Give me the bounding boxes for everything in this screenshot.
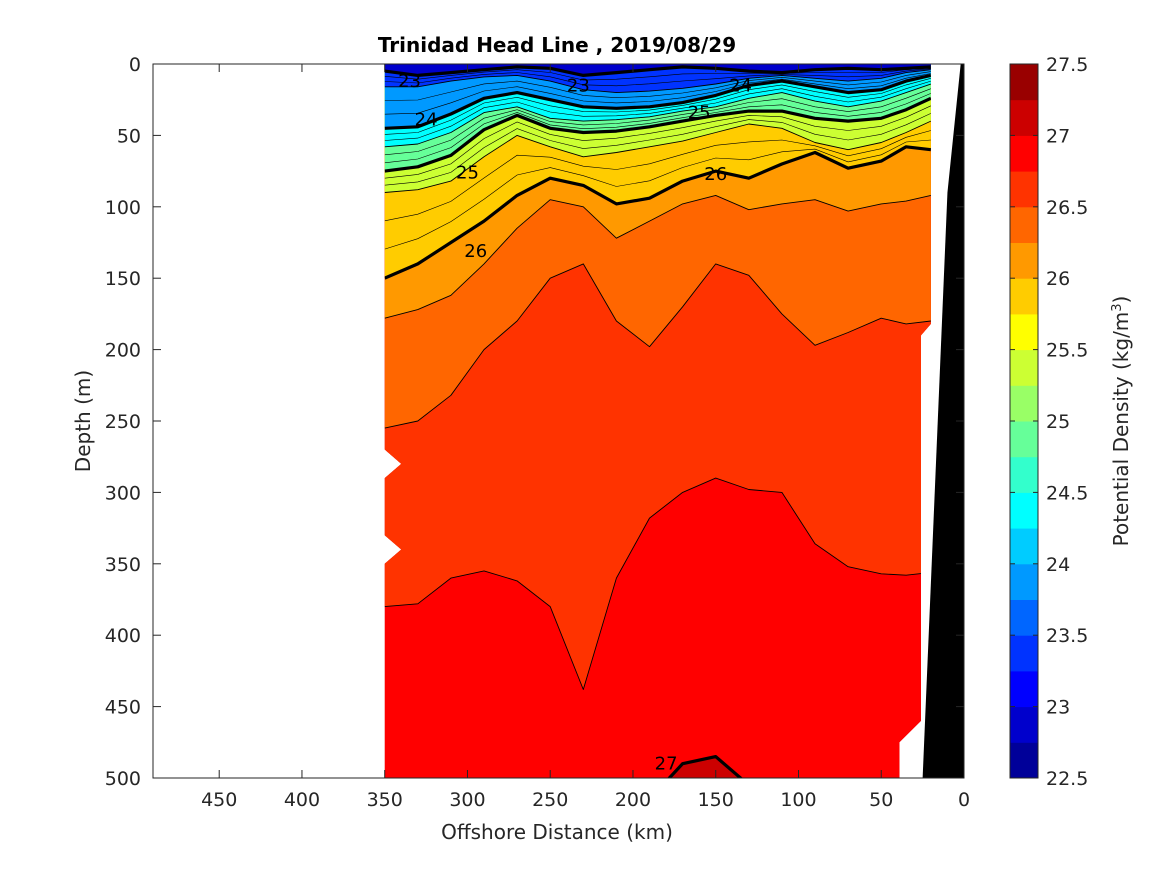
contour-label: 25 bbox=[688, 103, 711, 124]
contour-line-minor bbox=[384, 88, 931, 156]
contour-line-minor bbox=[384, 105, 931, 179]
bathymetry bbox=[922, 64, 964, 778]
contour-line-26 bbox=[384, 145, 931, 280]
density-band-23 bbox=[384, 64, 931, 76]
x-tick-label: 300 bbox=[449, 789, 485, 811]
contour-label: 26 bbox=[704, 164, 727, 185]
contour-line-minor bbox=[384, 71, 931, 101]
y-tick-label: 300 bbox=[105, 482, 141, 504]
y-tick-label: 500 bbox=[105, 768, 141, 790]
colorbar-tick-label: 27 bbox=[1046, 125, 1070, 147]
contour-line-minor bbox=[384, 73, 931, 115]
colorbar-tick-label: 23.5 bbox=[1046, 625, 1088, 647]
x-axis: 450 400 350 300 250 200 150 100 50 0 bbox=[201, 64, 970, 811]
colorbar-swatch bbox=[1010, 421, 1038, 458]
y-axis: 0 50 100 150 200 250 300 350 400 450 500 bbox=[105, 54, 964, 790]
colorbar-swatch bbox=[1010, 278, 1038, 315]
x-tick-label: 0 bbox=[958, 789, 970, 811]
y-tick-label: 0 bbox=[129, 54, 141, 76]
contour-line-minor bbox=[384, 80, 931, 141]
contour-line-26.75 bbox=[384, 477, 931, 690]
contour-line-23.5 bbox=[384, 69, 931, 94]
colorbar-swatch bbox=[1010, 135, 1038, 172]
x-axis-label: Offshore Distance (km) bbox=[441, 820, 673, 844]
colorbar-tick-label: 23 bbox=[1046, 697, 1070, 719]
colorbar-tick-label: 22.5 bbox=[1046, 768, 1088, 790]
contour-line-25 bbox=[384, 96, 931, 173]
contour-line-23 bbox=[384, 65, 931, 77]
y-tick-label: 100 bbox=[105, 197, 141, 219]
colorbar-tick-label: 25 bbox=[1046, 411, 1070, 433]
contour-line-minor bbox=[384, 78, 931, 135]
x-tick-label: 450 bbox=[201, 789, 237, 811]
contour-line-26.25 bbox=[384, 194, 931, 319]
y-tick-label: 150 bbox=[105, 268, 141, 290]
colorbar-swatch bbox=[1010, 563, 1038, 600]
contour-line-24.5 bbox=[384, 83, 931, 148]
colorbar-swatch bbox=[1010, 456, 1038, 493]
colorbar-swatch bbox=[1010, 313, 1038, 351]
colorbar-label: Potential Density (kg/m3) bbox=[1109, 296, 1133, 547]
colorbar-swatch bbox=[1010, 171, 1038, 208]
contour-line-26.5 bbox=[384, 263, 931, 429]
plot-area: 23 23 24 24 25 25 26 26 27 bbox=[152, 63, 965, 779]
contour-label: 27 bbox=[655, 754, 678, 775]
colorbar-swatch bbox=[1010, 385, 1038, 422]
y-tick-label: 200 bbox=[105, 340, 141, 362]
contour-line-minor bbox=[384, 67, 931, 81]
colorbar: 22.5 23 23.5 24 24.5 25 25.5 26 26.5 27 27.5 bbox=[1009, 54, 1088, 790]
contour-line-minor bbox=[384, 130, 931, 222]
contour-label: 25 bbox=[456, 163, 479, 184]
contour-line-minor bbox=[384, 93, 931, 164]
colorbar-label-end: ) bbox=[1109, 296, 1133, 304]
colorbar-swatch bbox=[1010, 242, 1038, 279]
y-tick-label: 250 bbox=[105, 411, 141, 433]
contour-label: 24 bbox=[729, 75, 752, 96]
contour-line-25.5 bbox=[384, 120, 931, 193]
colorbar-swatch bbox=[1010, 599, 1038, 636]
y-tick-label: 400 bbox=[105, 625, 141, 647]
density-field: 23 23 24 24 25 25 26 26 27 bbox=[384, 64, 931, 778]
x-tick-label: 400 bbox=[284, 789, 320, 811]
x-tick-label: 200 bbox=[615, 789, 651, 811]
x-tick-label: 250 bbox=[532, 789, 568, 811]
chart-title: Trinidad Head Line , 2019/08/29 bbox=[378, 33, 736, 57]
colorbar-tick-label: 27.5 bbox=[1046, 54, 1088, 76]
colorbar-tick-label: 25.5 bbox=[1046, 340, 1088, 362]
colorbar-tick-label: 24.5 bbox=[1046, 482, 1088, 504]
contour-line-minor bbox=[384, 139, 931, 250]
colorbar-swatch bbox=[1010, 99, 1038, 136]
colorbar-swatch bbox=[1010, 64, 1038, 101]
colorbar-tick-label: 24 bbox=[1046, 554, 1070, 576]
x-tick-label: 50 bbox=[869, 789, 893, 811]
colorbar-swatch bbox=[1010, 670, 1038, 708]
contour-line-24 bbox=[384, 73, 931, 130]
contour-label: 23 bbox=[567, 75, 590, 96]
x-tick-label: 100 bbox=[780, 789, 816, 811]
colorbar-swatch bbox=[1010, 706, 1038, 743]
colorbar-swatch bbox=[1010, 349, 1038, 386]
contour-line-minor bbox=[384, 113, 931, 186]
colorbar-swatch bbox=[1010, 492, 1038, 529]
contour-line-minor bbox=[384, 68, 931, 87]
colorbar-tick-label: 26.5 bbox=[1046, 197, 1088, 219]
colorbar-swatch bbox=[1010, 635, 1038, 672]
colorbar-swatch bbox=[1010, 528, 1038, 565]
y-tick-label: 350 bbox=[105, 554, 141, 576]
y-axis-label: Depth (m) bbox=[71, 370, 95, 472]
colorbar-swatch bbox=[1010, 206, 1038, 243]
contour-label: 26 bbox=[464, 241, 487, 262]
contour-label: 24 bbox=[415, 110, 438, 131]
contour-label: 23 bbox=[398, 71, 421, 92]
colorbar-label-text: Potential Density (kg/m bbox=[1109, 312, 1133, 547]
colorbar-swatch bbox=[1010, 742, 1038, 779]
x-tick-label: 350 bbox=[367, 789, 403, 811]
y-tick-label: 450 bbox=[105, 697, 141, 719]
colorbar-tick-label: 26 bbox=[1046, 268, 1070, 290]
x-tick-label: 150 bbox=[698, 789, 734, 811]
colorbar-label-sup: 3 bbox=[1110, 303, 1125, 311]
y-tick-label: 50 bbox=[117, 125, 141, 147]
